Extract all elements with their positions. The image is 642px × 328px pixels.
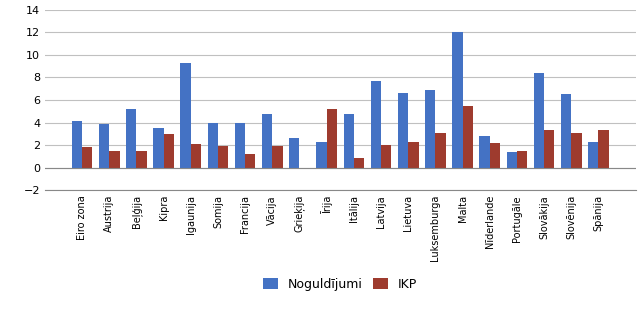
Bar xyxy=(289,138,300,168)
Bar xyxy=(327,109,337,168)
Bar xyxy=(218,146,229,168)
Bar xyxy=(435,133,446,168)
Bar xyxy=(354,157,364,168)
Bar xyxy=(164,134,174,168)
Bar xyxy=(109,151,119,168)
Bar xyxy=(245,154,256,168)
Bar xyxy=(82,147,92,168)
Bar xyxy=(99,124,109,168)
Bar xyxy=(126,109,137,168)
Bar xyxy=(153,128,164,168)
Bar xyxy=(544,131,555,168)
Bar xyxy=(300,168,310,169)
Bar xyxy=(571,133,582,168)
Bar xyxy=(408,142,419,168)
Bar xyxy=(534,73,544,168)
Bar xyxy=(191,144,201,168)
Bar xyxy=(207,123,218,168)
Bar xyxy=(507,152,517,168)
Bar xyxy=(370,81,381,168)
Bar xyxy=(480,136,490,168)
Bar xyxy=(235,123,245,168)
Bar xyxy=(72,121,82,168)
Bar xyxy=(272,146,282,168)
Bar xyxy=(180,63,191,168)
Bar xyxy=(490,143,500,168)
Bar xyxy=(137,151,147,168)
Bar xyxy=(452,32,462,168)
Bar xyxy=(598,131,609,168)
Bar xyxy=(517,151,527,168)
Bar xyxy=(343,113,354,168)
Bar xyxy=(462,106,473,168)
Legend: Noguldījumi, IKP: Noguldījumi, IKP xyxy=(258,273,422,296)
Bar xyxy=(588,142,598,168)
Bar xyxy=(561,94,571,168)
Bar xyxy=(317,142,327,168)
Bar xyxy=(398,93,408,168)
Bar xyxy=(381,145,392,168)
Bar xyxy=(262,113,272,168)
Bar xyxy=(425,90,435,168)
